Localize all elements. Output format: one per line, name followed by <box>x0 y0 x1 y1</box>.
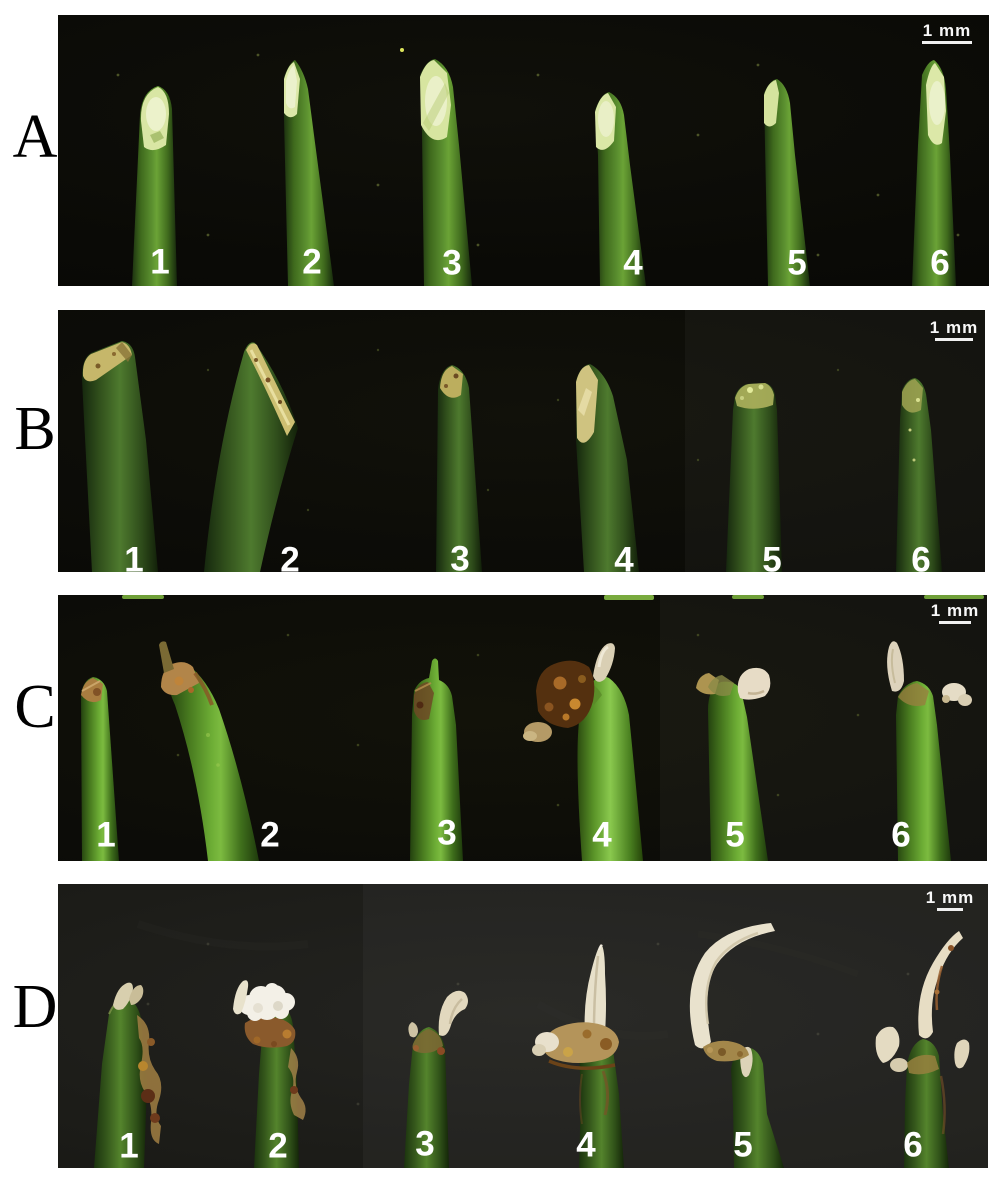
specimen-number: 4 <box>614 540 634 573</box>
stem-3 <box>410 658 463 861</box>
scale-bar-text: 1 mm <box>930 601 980 620</box>
specimen-number: 6 <box>891 815 911 855</box>
specimen-number: 1 <box>119 1126 139 1166</box>
scale-bar-line <box>937 908 963 911</box>
scale-bar: 1 mm <box>914 319 985 341</box>
stem-4 <box>532 944 624 1168</box>
photo-b: 1 mm 1 2 3 4 5 6 <box>58 310 985 572</box>
specimen-number: 2 <box>260 815 280 855</box>
panel-label-a: A <box>12 103 58 171</box>
stem-2 <box>204 342 298 572</box>
scale-bar-line <box>922 41 972 44</box>
scale-bar-line <box>939 621 971 624</box>
stems-illustration-d <box>94 920 970 1168</box>
panel-label-d: D <box>12 973 58 1041</box>
stem-6 <box>875 931 970 1168</box>
specimen-number: 5 <box>787 243 807 283</box>
stem-3 <box>420 59 472 286</box>
specimen-number: 2 <box>302 242 322 282</box>
specimen-number: 3 <box>450 539 470 573</box>
panel-label-b: B <box>14 395 56 463</box>
stem-1 <box>94 982 162 1168</box>
stem-6 <box>896 378 942 572</box>
specimen-number: 5 <box>762 540 782 573</box>
stem-4 <box>595 92 646 286</box>
stem-5 <box>696 667 771 861</box>
stems-illustration-b <box>81 341 942 572</box>
specimen-number: 5 <box>733 1125 753 1165</box>
photo-a: 1 mm 1 2 3 4 5 6 <box>58 15 989 286</box>
stem-5 <box>764 79 810 286</box>
background-speckles <box>206 348 930 512</box>
stem-1 <box>132 86 177 286</box>
scale-bar-text: 1 mm <box>922 21 972 40</box>
stem-2 <box>159 641 259 861</box>
background-speckles <box>176 633 860 807</box>
stem-3 <box>436 365 482 572</box>
panel-label-c: C <box>14 673 56 741</box>
white-fuzz <box>239 983 295 1021</box>
scale-bar-line <box>935 338 973 341</box>
specimen-number: 4 <box>592 815 612 855</box>
scale-bar-text: 1 mm <box>925 888 975 907</box>
specimen-number: 4 <box>623 243 643 283</box>
scale-bar: 1 mm <box>915 602 987 624</box>
specimen-number: 1 <box>150 242 170 282</box>
scale-bar: 1 mm <box>910 889 988 911</box>
stem-5 <box>726 383 782 572</box>
specimen-number: 1 <box>124 540 144 573</box>
specimen-number: 3 <box>437 813 457 853</box>
specimen-number: 2 <box>268 1126 288 1166</box>
stems-illustration-c <box>81 595 984 861</box>
specimen-number: 6 <box>911 540 931 573</box>
cropped-stem-slivers <box>122 595 984 600</box>
specimen-number: 3 <box>415 1124 435 1164</box>
specimen-number: 3 <box>442 243 462 283</box>
stem-1 <box>81 341 158 572</box>
background-speckles <box>116 48 960 257</box>
stem-4 <box>576 364 639 572</box>
photo-d: 1 mm 1 2 3 4 5 6 <box>58 884 988 1168</box>
specimen-number: 5 <box>725 815 745 855</box>
specimen-number: 4 <box>576 1125 596 1165</box>
scale-bar: 1 mm <box>907 22 987 44</box>
specimen-number: 6 <box>903 1125 923 1165</box>
stem-6 <box>887 641 972 861</box>
stem-1 <box>81 677 119 861</box>
specimen-number: 2 <box>280 540 300 573</box>
stem-3 <box>404 990 468 1168</box>
specimen-number: 6 <box>930 243 950 283</box>
stem-2 <box>284 60 334 286</box>
stems-illustration-a <box>116 48 960 286</box>
stem-5 <box>689 923 784 1168</box>
stem-2 <box>233 980 306 1168</box>
stem-6 <box>912 60 956 286</box>
stem-4 <box>523 643 643 861</box>
specimen-number: 1 <box>96 815 116 855</box>
scale-bar-text: 1 mm <box>929 318 979 337</box>
photo-c: 1 mm 1 2 3 4 5 6 <box>58 595 987 861</box>
